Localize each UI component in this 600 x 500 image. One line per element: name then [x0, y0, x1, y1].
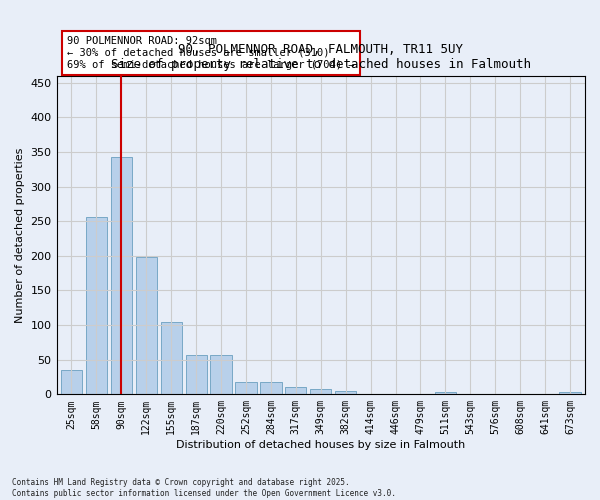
Bar	[559, 392, 581, 394]
Bar	[260, 382, 281, 394]
Bar	[61, 370, 82, 394]
Bar	[335, 391, 356, 394]
Bar	[185, 355, 207, 395]
Bar	[435, 392, 456, 394]
Text: Contains HM Land Registry data © Crown copyright and database right 2025.
Contai: Contains HM Land Registry data © Crown c…	[12, 478, 396, 498]
X-axis label: Distribution of detached houses by size in Falmouth: Distribution of detached houses by size …	[176, 440, 466, 450]
Bar	[86, 217, 107, 394]
Bar	[285, 388, 307, 394]
Title: 90, POLMENNOR ROAD, FALMOUTH, TR11 5UY
Size of property relative to detached hou: 90, POLMENNOR ROAD, FALMOUTH, TR11 5UY S…	[111, 42, 531, 70]
Text: 90 POLMENNOR ROAD: 92sqm
← 30% of detached houses are smaller (310)
69% of semi-: 90 POLMENNOR ROAD: 92sqm ← 30% of detach…	[67, 36, 355, 70]
Bar	[111, 157, 132, 394]
Bar	[136, 258, 157, 394]
Bar	[211, 355, 232, 395]
Bar	[310, 389, 331, 394]
Y-axis label: Number of detached properties: Number of detached properties	[15, 148, 25, 323]
Bar	[235, 382, 257, 394]
Bar	[161, 322, 182, 394]
